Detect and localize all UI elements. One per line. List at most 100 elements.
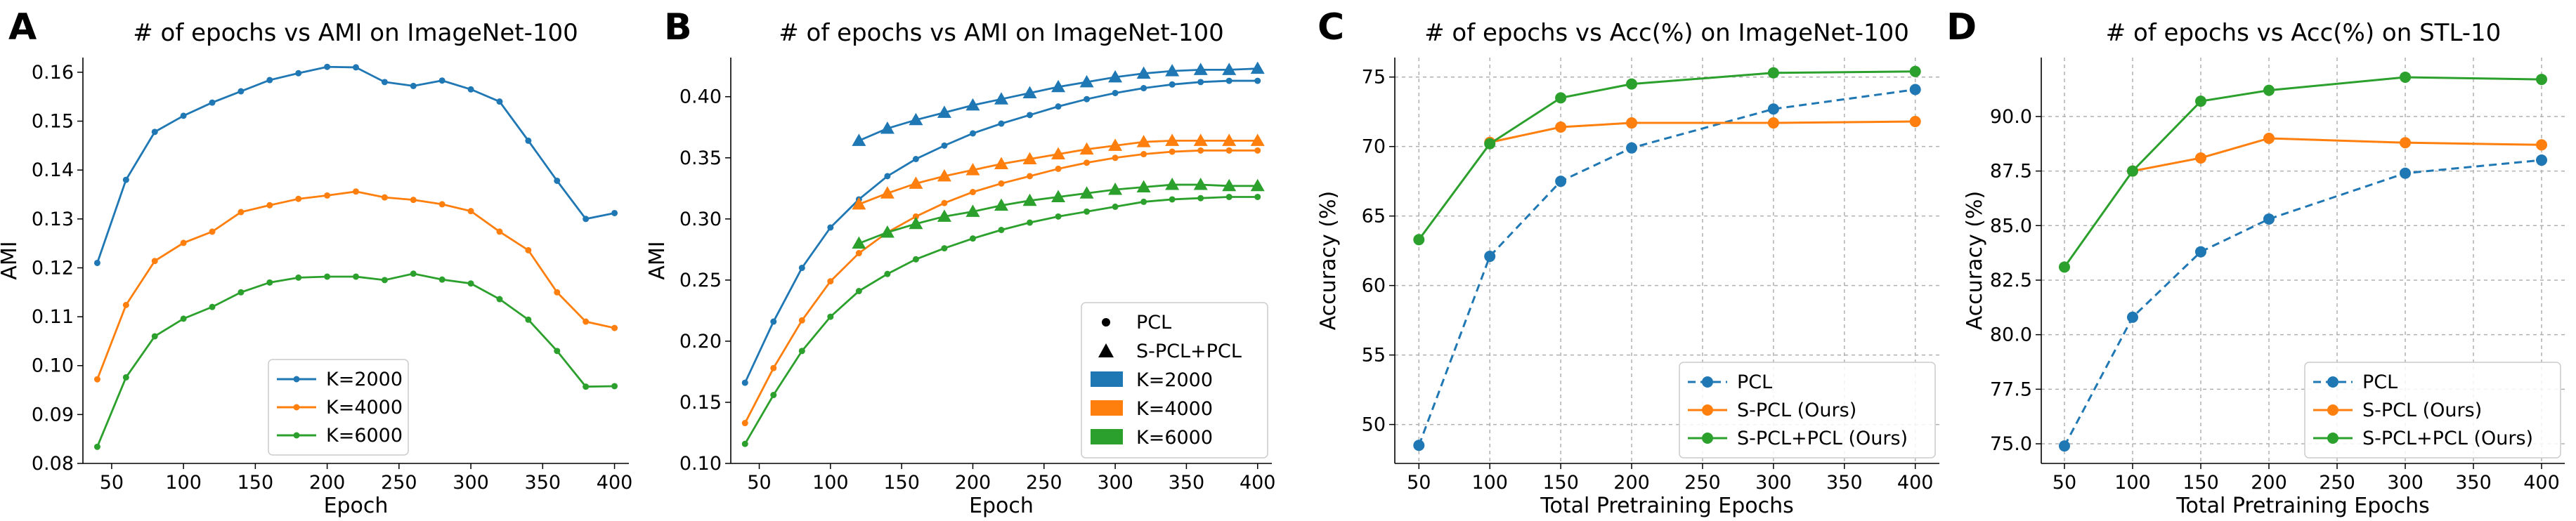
x-tick-label: 250	[381, 472, 417, 494]
data-point	[496, 228, 503, 235]
legend-marker	[293, 432, 300, 439]
data-point	[1112, 89, 1119, 96]
x-axis-label: Total Pretraining Epochs	[1540, 494, 1794, 518]
data-point	[1051, 190, 1066, 202]
data-point	[994, 92, 1008, 105]
data-point	[2400, 137, 2412, 149]
series-k-4000	[93, 188, 618, 383]
y-tick-label: 0.15	[679, 392, 722, 414]
data-point	[2126, 311, 2138, 323]
x-tick-label: 50	[2053, 472, 2076, 494]
data-point	[324, 192, 331, 199]
data-point	[880, 225, 895, 238]
y-tick-label: 0.12	[32, 257, 74, 279]
data-point	[438, 276, 445, 283]
data-point	[381, 277, 388, 284]
x-tick-label: 200	[2251, 472, 2287, 494]
y-axis-label: Accuracy (%)	[1316, 191, 1341, 330]
data-point	[969, 189, 976, 196]
x-tick-label: 400	[597, 472, 633, 494]
data-point	[1140, 151, 1147, 158]
data-point	[1027, 173, 1034, 180]
x-axis-label: Epoch	[969, 494, 1034, 518]
data-point	[1051, 79, 1066, 93]
x-tick-label: 100	[165, 472, 202, 494]
data-point	[1197, 79, 1204, 86]
x-tick-label: 250	[1684, 472, 1721, 494]
chart-panel-c: C # of epochs vs Acc(%) on ImageNet-100 50…	[1316, 6, 1939, 518]
data-point	[611, 324, 618, 331]
legend-label: K=6000	[1136, 427, 1213, 449]
data-point	[1108, 183, 1123, 195]
data-point	[770, 318, 777, 325]
data-point	[438, 201, 445, 208]
data-point	[1136, 135, 1151, 147]
data-point	[852, 133, 866, 146]
legend-box	[1679, 362, 1936, 459]
x-tick-label: 100	[2114, 472, 2151, 494]
data-point	[266, 77, 273, 84]
panel-letter: C	[1318, 6, 1344, 48]
series-line	[1417, 88, 1915, 446]
data-point	[941, 199, 948, 206]
legend-marker	[1702, 404, 1713, 416]
chart-title: # of epochs vs Acc(%) on STL-10	[2106, 19, 2502, 47]
legend-marker	[2327, 404, 2338, 416]
data-point	[969, 130, 976, 137]
panel-letter: D	[1946, 6, 1977, 48]
data-point	[937, 169, 951, 182]
data-point	[1108, 70, 1123, 83]
data-point	[238, 88, 245, 95]
data-point	[965, 163, 980, 176]
x-tick-label: 200	[1613, 472, 1650, 494]
legend-box	[2304, 362, 2561, 459]
data-point	[1022, 152, 1037, 164]
data-point	[798, 348, 805, 355]
data-point	[770, 392, 777, 399]
data-point	[909, 216, 923, 230]
x-tick-label: 300	[2387, 472, 2424, 494]
legend-label: S-PCL (Ours)	[2362, 400, 2482, 421]
data-point	[1225, 147, 1232, 154]
series-line	[1489, 120, 1915, 144]
x-tick-label: 50	[747, 472, 771, 494]
y-tick-label: 0.25	[679, 270, 722, 291]
data-point	[1197, 194, 1204, 202]
y-tick-label: 0.10	[679, 453, 722, 475]
data-point	[180, 239, 187, 246]
data-point	[2194, 152, 2206, 164]
data-point	[1225, 77, 1232, 84]
data-point	[122, 176, 129, 183]
data-point	[2263, 84, 2275, 96]
data-point	[1250, 178, 1265, 192]
data-point	[1225, 193, 1232, 200]
data-point	[209, 99, 216, 106]
data-point	[1079, 186, 1094, 199]
y-tick-label: 60	[1362, 275, 1386, 297]
legend-color-patch	[1091, 400, 1123, 416]
data-point	[852, 197, 866, 210]
data-point	[295, 274, 302, 281]
data-point	[909, 112, 923, 126]
series-line	[2063, 159, 2542, 447]
x-tick-label: 200	[955, 472, 991, 494]
data-point	[2058, 440, 2070, 452]
data-point	[353, 64, 359, 71]
data-point	[912, 256, 919, 263]
series-pcl-k-4000	[741, 147, 1261, 427]
data-point	[937, 105, 951, 118]
data-point	[1909, 116, 1921, 128]
data-point	[884, 173, 891, 180]
x-tick-label: 100	[1471, 472, 1508, 494]
data-point	[1084, 159, 1091, 166]
y-tick-label: 0.14	[32, 159, 74, 181]
data-point	[353, 188, 359, 195]
data-point	[1555, 92, 1567, 104]
data-point	[1169, 196, 1176, 203]
legend-marker-triangle	[1098, 343, 1114, 357]
data-point	[1169, 148, 1176, 155]
data-point	[741, 379, 748, 386]
legend: PCL S-PCL (Ours) S-PCL+PCL (Ours)	[2304, 362, 2561, 459]
data-point	[1140, 198, 1147, 205]
